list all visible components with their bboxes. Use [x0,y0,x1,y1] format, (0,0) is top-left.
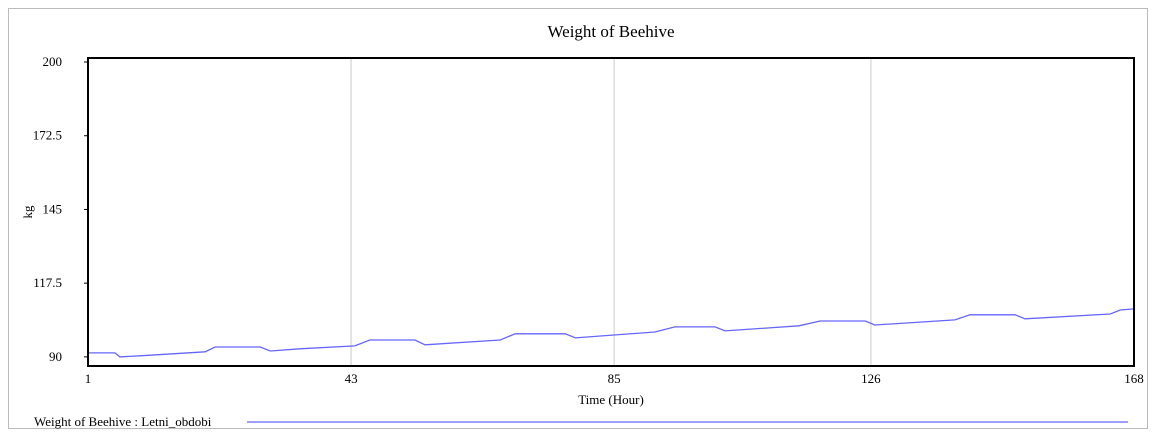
line-series [88,308,1135,358]
x-tick-label: 126 [861,371,881,386]
y-tick-label: 117.5 [33,275,62,290]
y-tick-label: 200 [43,54,63,69]
x-tick-label: 168 [1124,371,1144,386]
frame [8,8,1148,429]
y-tick-label: 90 [49,349,62,364]
legend-label: Weight of Beehive : Letni_obdobi [34,414,212,429]
chart-title: Weight of Beehive [547,22,674,41]
x-tick-label: 43 [345,371,358,386]
plot [88,308,1135,358]
y-axis-label: kg [20,205,35,219]
x-tick-label: 85 [608,371,621,386]
plot-border [87,57,1135,367]
y-tick-label: 145 [43,201,63,216]
x-tick-label: 1 [85,371,92,386]
x-axis-label: Time (Hour) [578,392,644,407]
y-tick-label: 172.5 [33,128,62,143]
